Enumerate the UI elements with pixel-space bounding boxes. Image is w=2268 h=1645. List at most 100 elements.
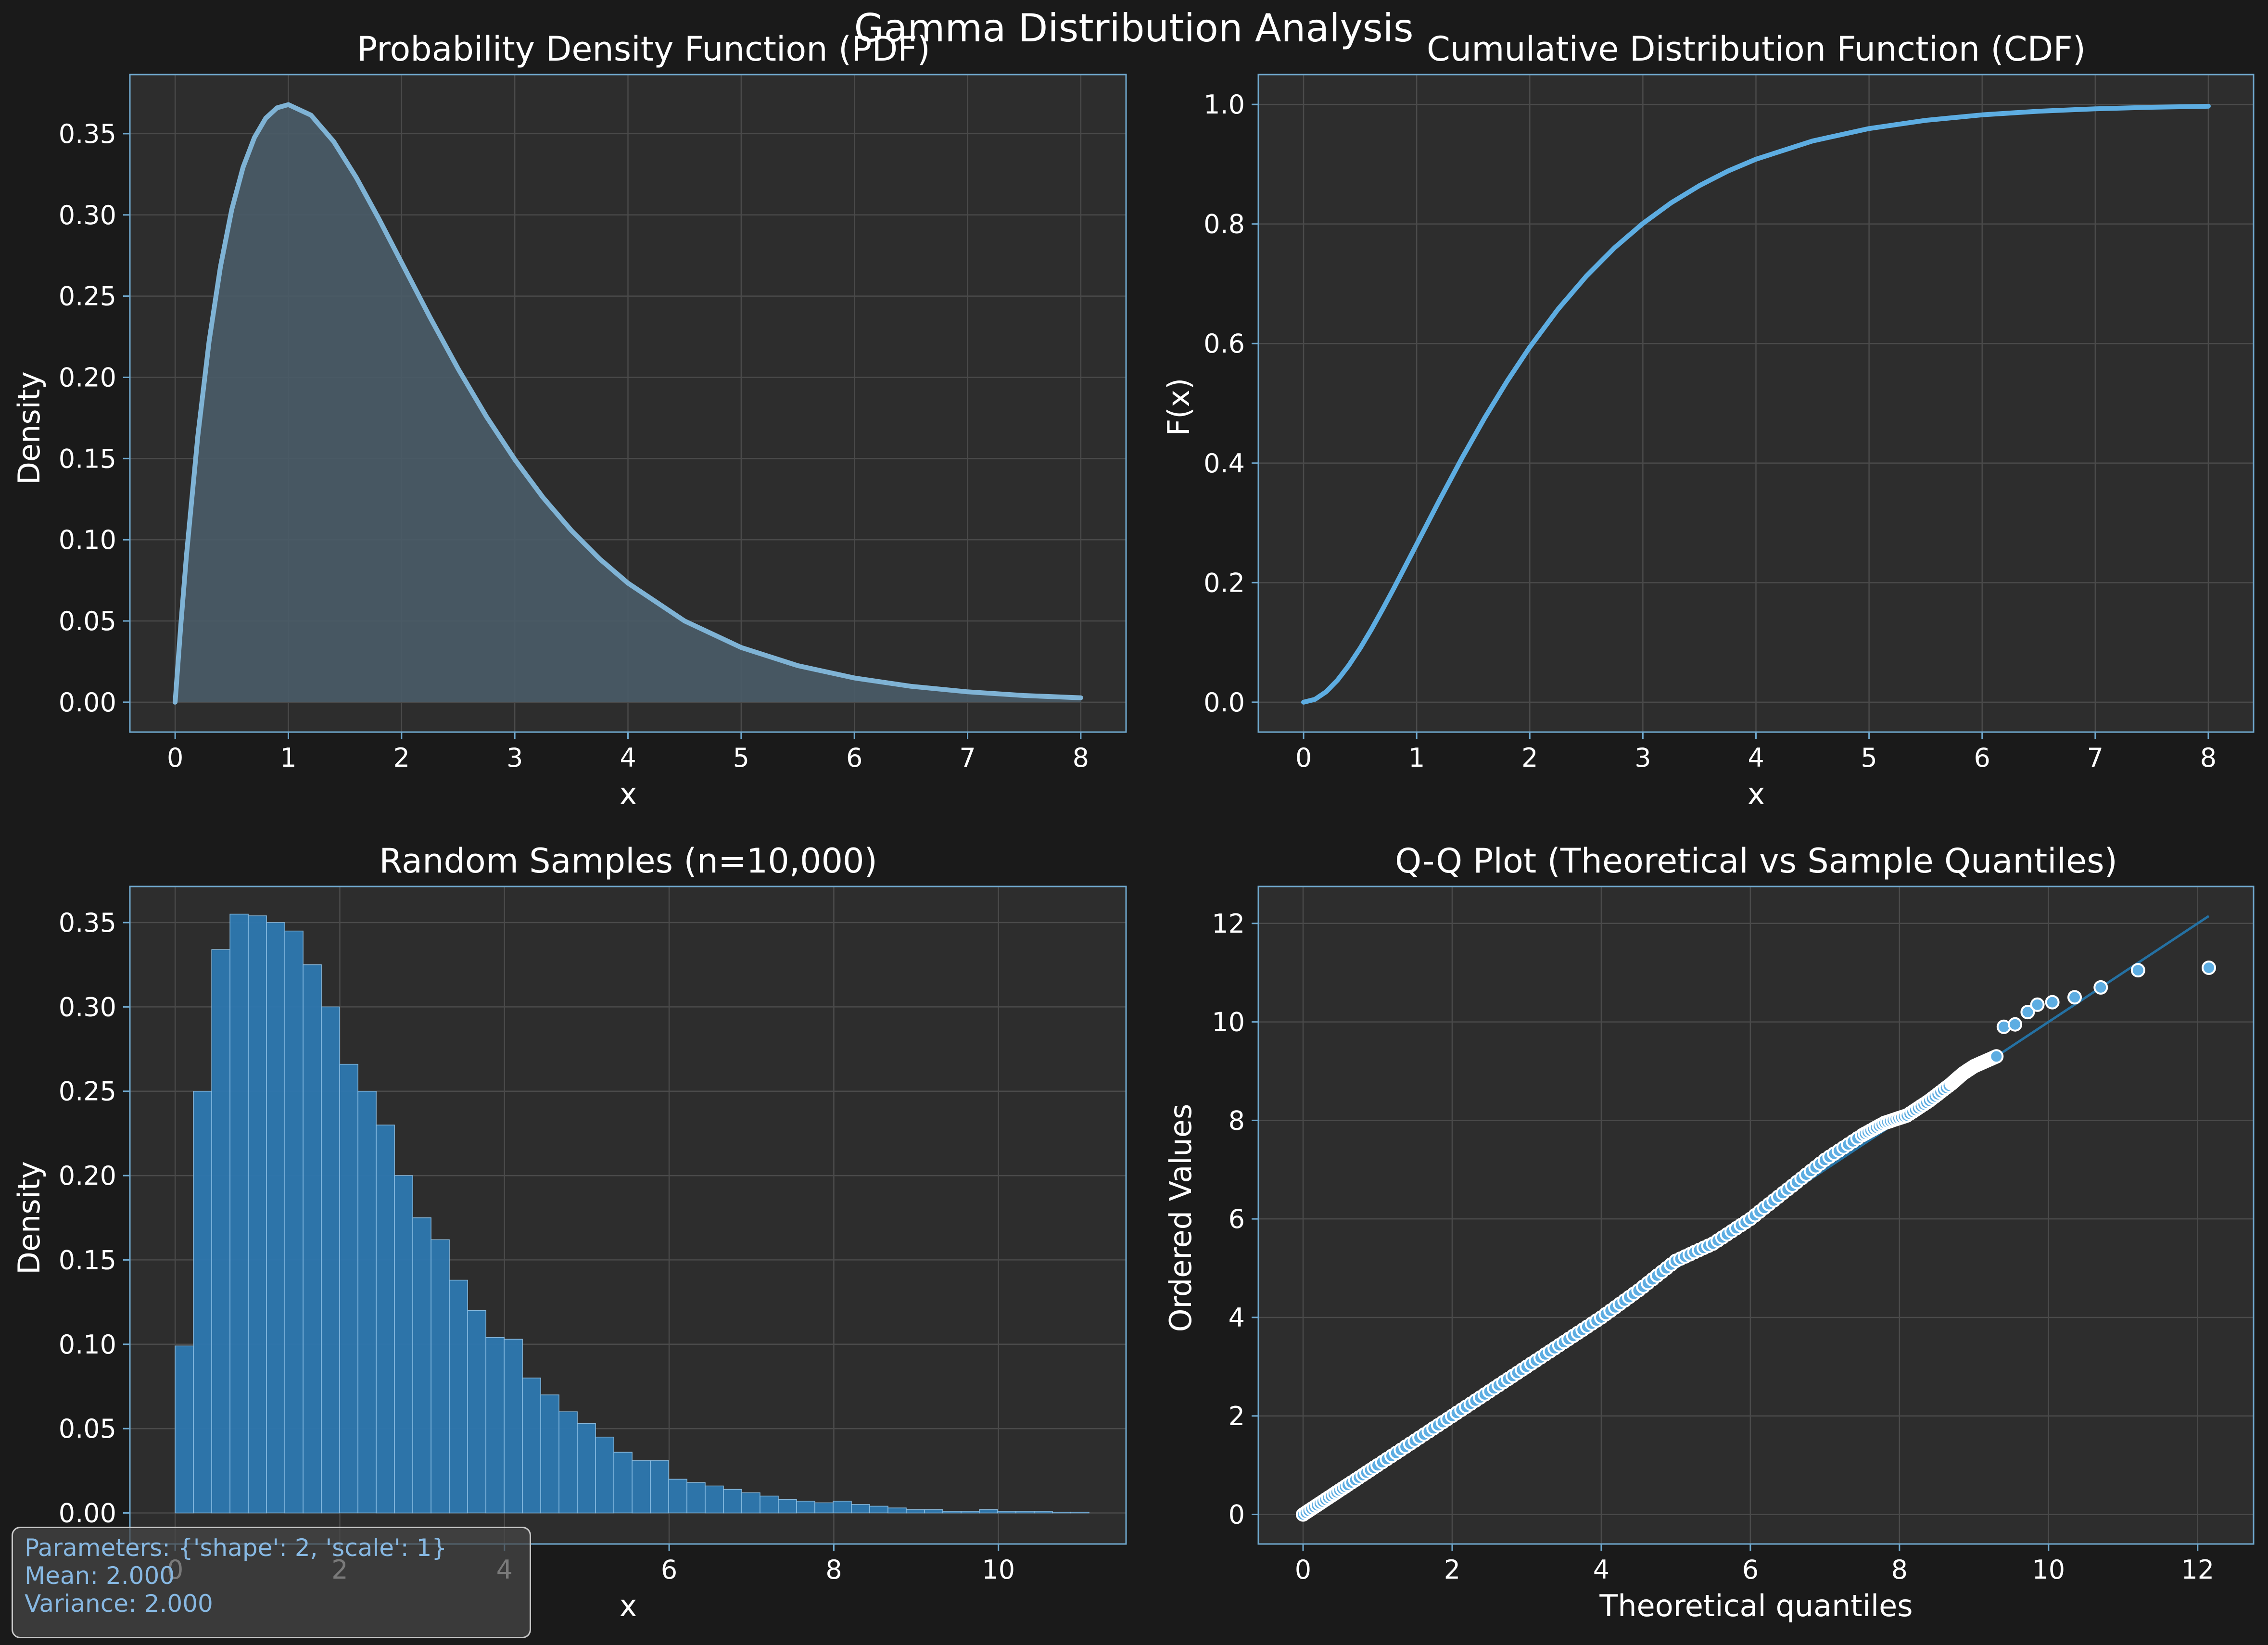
hist-bar — [942, 1511, 962, 1514]
qq-point — [2130, 963, 2145, 978]
qq-point — [2020, 1005, 2035, 1020]
qq-ticks: 0 2 4 6 8 10 12 0 2 4 6 8 10 12 — [1212, 909, 2214, 1585]
pdf-xtick-label: 1 — [280, 743, 296, 773]
hist-bar — [741, 1492, 760, 1514]
qq-ytick-label: 10 — [1212, 1007, 1245, 1038]
pdf-ytick-label: 0.00 — [59, 687, 116, 718]
mean-line: Mean: 2.000 — [25, 1562, 175, 1590]
cdf-xtick-label: 4 — [1748, 743, 1764, 773]
cdf-xtick-label: 1 — [1408, 743, 1425, 773]
qq-panel: Q-Q Plot (Theoretical vs Sample Quantile… — [1163, 841, 2255, 1623]
hist-bar — [851, 1504, 870, 1514]
qq-point — [2008, 1017, 2023, 1032]
cdf-spines — [1257, 74, 2255, 733]
hist-bar — [504, 1339, 523, 1514]
pdf-panel: Probability Density Function (PDF) x Den… — [12, 29, 1127, 811]
hist-bar — [979, 1509, 998, 1514]
pdf-area-fill — [175, 104, 1081, 702]
hist-xtick-label: 10 — [982, 1555, 1015, 1585]
cdf-xtick-label: 6 — [1974, 743, 1990, 773]
hist-ytick-label: 0.35 — [59, 908, 116, 938]
hist-bar — [431, 1239, 450, 1514]
hist-ytick-label: 0.25 — [59, 1076, 116, 1107]
cdf-ytick-label: 0.6 — [1204, 329, 1245, 359]
hist-bar — [467, 1310, 486, 1514]
qq-point — [2093, 980, 2108, 995]
hist-bar — [412, 1217, 431, 1514]
cdf-ytick-label: 0.4 — [1204, 448, 1245, 479]
hist-bar — [1070, 1511, 1090, 1514]
hist-bar — [924, 1509, 943, 1514]
hist-bar — [1034, 1511, 1053, 1514]
hist-bar — [906, 1509, 925, 1514]
hist-bar — [266, 922, 285, 1514]
variance-line: Variance: 2.000 — [25, 1590, 213, 1618]
pdf-ytick-label: 0.20 — [59, 362, 116, 392]
pdf-curve — [173, 102, 1083, 705]
hist-ytick-label: 0.15 — [59, 1245, 116, 1275]
pdf-ticks: 0 1 2 3 4 5 6 7 8 0.00 0.05 0.10 0.15 0.20 0.25 0.30 0.3… — [59, 119, 1089, 773]
hist-bar — [668, 1479, 687, 1514]
hist-bar — [540, 1394, 559, 1514]
cdf-xtick-label: 2 — [1521, 743, 1538, 773]
hist-bar — [723, 1489, 742, 1514]
hist-bar — [778, 1499, 797, 1514]
pdf-xtick-label: 3 — [507, 743, 523, 773]
hist-marks — [175, 913, 1090, 1514]
hist-bar — [796, 1501, 815, 1514]
pdf-xtick-label: 5 — [733, 743, 749, 773]
pdf-xtick-label: 0 — [167, 743, 183, 773]
pdf-marks — [173, 102, 1083, 705]
hist-bar — [814, 1502, 834, 1514]
cdf-xtick-label: 3 — [1634, 743, 1651, 773]
cdf-marks — [1301, 103, 2211, 705]
hist-xtick-label: 8 — [825, 1555, 842, 1585]
hist-title: Random Samples (n=10,000) — [379, 841, 877, 881]
parameters-info-box: Parameters: {'shape': 2, 'scale': 1} Mea… — [12, 1527, 531, 1638]
cdf-ytick-label: 0.0 — [1204, 687, 1245, 718]
cdf-grid — [1258, 75, 2254, 732]
qq-xtick-label: 12 — [2181, 1555, 2214, 1585]
hist-panel: Random Samples (n=10,000) x Density 0246… — [12, 841, 1127, 1623]
cdf-ticks: 0 1 2 3 4 5 6 7 8 0.0 0.2 0.4 0.6 0.8 1.0 — [1204, 89, 2217, 773]
hist-bar — [686, 1482, 706, 1514]
qq-ytick-label: 0 — [1229, 1500, 1245, 1530]
hist-bar — [303, 964, 322, 1514]
pdf-spines — [129, 74, 1127, 733]
pdf-ytick-label: 0.30 — [59, 200, 116, 230]
pdf-xtick-label: 6 — [846, 743, 862, 773]
hist-bar — [558, 1411, 578, 1514]
hist-bar — [485, 1337, 505, 1514]
cdf-xtick-label: 5 — [1861, 743, 1877, 773]
qq-ytick-label: 12 — [1212, 909, 1245, 939]
pdf-xtick-label: 2 — [393, 743, 410, 773]
hist-spines — [129, 886, 1127, 1545]
parameters-line: Parameters: {'shape': 2, 'scale': 1} — [25, 1534, 447, 1562]
hist-bar — [193, 1090, 212, 1514]
hist-bar — [1052, 1511, 1071, 1514]
hist-bar — [211, 949, 230, 1514]
hist-bar — [650, 1460, 669, 1514]
cdf-ylabel: F(x) — [1161, 378, 1196, 436]
figure-suptitle: Gamma Distribution Analysis — [854, 6, 1413, 51]
hist-bar — [321, 1006, 340, 1514]
hist-bar — [595, 1436, 614, 1514]
hist-bar — [248, 915, 267, 1514]
cdf-xtick-label: 8 — [2200, 743, 2217, 773]
hist-ytick-label: 0.00 — [59, 1498, 116, 1528]
pdf-ylabel: Density — [12, 371, 47, 485]
pdf-xtick-label: 7 — [959, 743, 976, 773]
hist-bar — [869, 1506, 888, 1514]
hist-bar — [760, 1495, 779, 1514]
cdf-ytick-label: 1.0 — [1204, 89, 1245, 120]
qq-point — [2030, 997, 2045, 1012]
pdf-ytick-label: 0.15 — [59, 443, 116, 474]
hist-bar — [357, 1090, 377, 1514]
hist-bar — [613, 1452, 633, 1514]
hist-ylabel: Density — [12, 1161, 47, 1275]
hist-bar — [175, 1345, 194, 1514]
cdf-xlabel: x — [1748, 776, 1765, 811]
hist-bar — [376, 1125, 395, 1514]
cdf-title: Cumulative Distribution Function (CDF) — [1427, 29, 2086, 69]
